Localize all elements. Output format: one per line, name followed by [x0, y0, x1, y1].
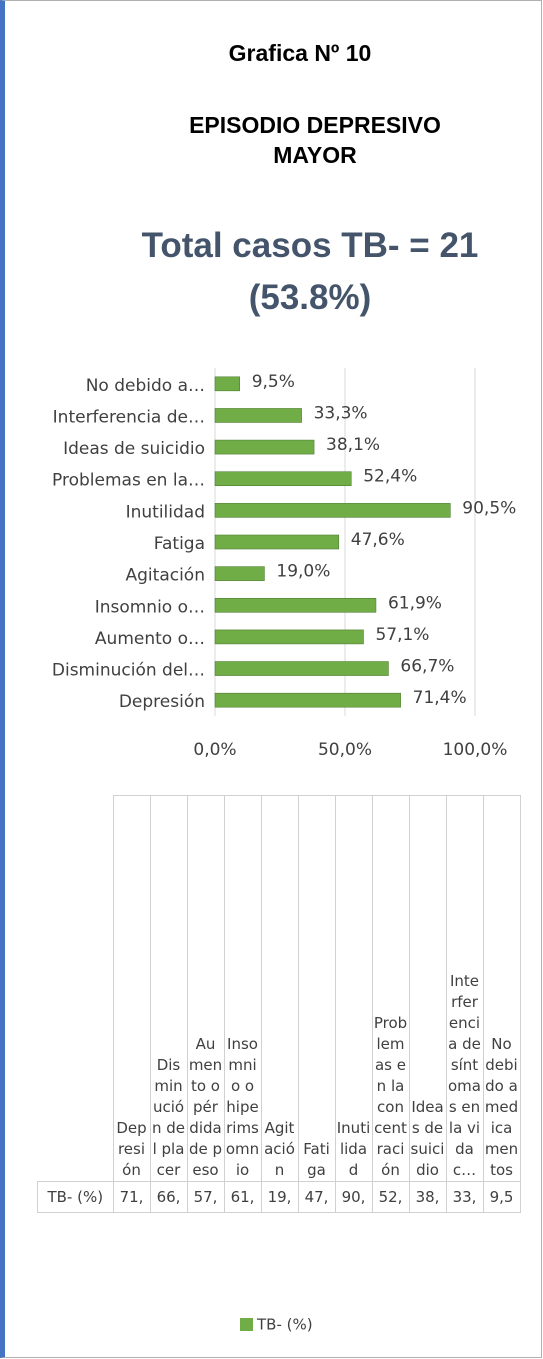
bar [214, 376, 241, 392]
row-label: TB- (%) [37, 1181, 114, 1213]
data-label: 9,5% [252, 372, 295, 392]
data-label: 71,4% [413, 688, 467, 708]
y-tick-label: Aumento o… [95, 629, 205, 649]
data-label: 66,7% [400, 657, 454, 677]
table-cell: 52, [371, 1181, 410, 1213]
data-label: 52,4% [363, 467, 417, 487]
table-cell: 57, [186, 1181, 225, 1213]
y-tick-label: Fatiga [154, 534, 205, 554]
chart-subtitle: EPISODIO DEPRESIVO MAYOR [189, 112, 441, 168]
legend-swatch [240, 1318, 253, 1331]
bar [214, 439, 315, 455]
y-tick-label: Insomnio o… [95, 597, 205, 617]
data-label: 33,3% [314, 403, 368, 423]
column-header: Ideas de suicidio [408, 795, 447, 1182]
bar [214, 471, 352, 487]
y-tick-label: Interferencia de… [53, 407, 205, 427]
data-label: 47,6% [351, 530, 405, 550]
bar [214, 534, 340, 550]
column-header: No debido a medicamentos [482, 795, 521, 1182]
bar [214, 566, 265, 581]
bar [214, 629, 364, 645]
bar [214, 503, 451, 518]
y-tick-label: Agitación [126, 566, 205, 586]
column-header: Interferencia de síntomas en la vida c… [445, 795, 484, 1182]
data-label: 90,5% [462, 498, 516, 518]
bar [214, 692, 401, 708]
y-tick-label: Depresión [119, 692, 205, 712]
data-label: 61,9% [388, 593, 442, 613]
table-row: TB- (%) 71, 66, 57, 61, 19, 47, 90, 52, 38, 33, 9,5 [37, 1181, 521, 1213]
column-header: Disminución del placer [149, 795, 188, 1182]
data-label: 57,1% [375, 625, 429, 645]
bar [214, 597, 377, 613]
y-tick-label: Disminución del… [52, 661, 205, 681]
table-cell: 90, [334, 1181, 373, 1213]
column-header: Aumento o pérdida de peso [186, 795, 225, 1182]
legend-label: TB- (%) [256, 1316, 313, 1334]
table-cell: 61, [223, 1181, 262, 1213]
data-label: 19,0% [276, 562, 330, 582]
annotation: Total casos TB- = 21 (53.8%) [141, 226, 479, 317]
data-label: 38,1% [326, 435, 380, 455]
table-corner [37, 795, 114, 1182]
y-tick-label: Problemas en la… [52, 471, 205, 491]
bar [214, 661, 389, 676]
x-tick-label: 0,0% [193, 740, 236, 760]
column-header: Insomnio o hiperimsomnio [223, 795, 262, 1182]
x-tick-label: 100,0% [443, 740, 508, 760]
table-cell: 33, [445, 1181, 484, 1213]
table-cell: 47, [297, 1181, 336, 1213]
y-tick-label: No debido a… [86, 376, 205, 396]
table-cell: 71, [112, 1181, 151, 1213]
table-cell: 9,5 [482, 1181, 521, 1213]
table-header-row: Depresión Disminución del placer Aumento o… [37, 795, 521, 1182]
data-table: Depresión Disminución del placer Aumento o… [37, 795, 521, 1213]
chart-title: Grafica Nº 10 [228, 40, 372, 66]
column-header: Problemas en la concentración [371, 795, 410, 1182]
x-tick-label: 50,0% [318, 740, 372, 760]
column-header: Inutilidad [334, 795, 373, 1182]
column-header: Fatiga [297, 795, 336, 1182]
table-cell: 19, [260, 1181, 299, 1213]
column-header: Depresión [112, 795, 151, 1182]
bar [214, 408, 302, 423]
column-header: Agitación [260, 795, 299, 1182]
y-tick-label: Inutilidad [126, 502, 205, 522]
table-cell: 38, [408, 1181, 447, 1213]
y-tick-label: Ideas de suicidio [63, 439, 205, 459]
table-cell: 66, [149, 1181, 188, 1213]
